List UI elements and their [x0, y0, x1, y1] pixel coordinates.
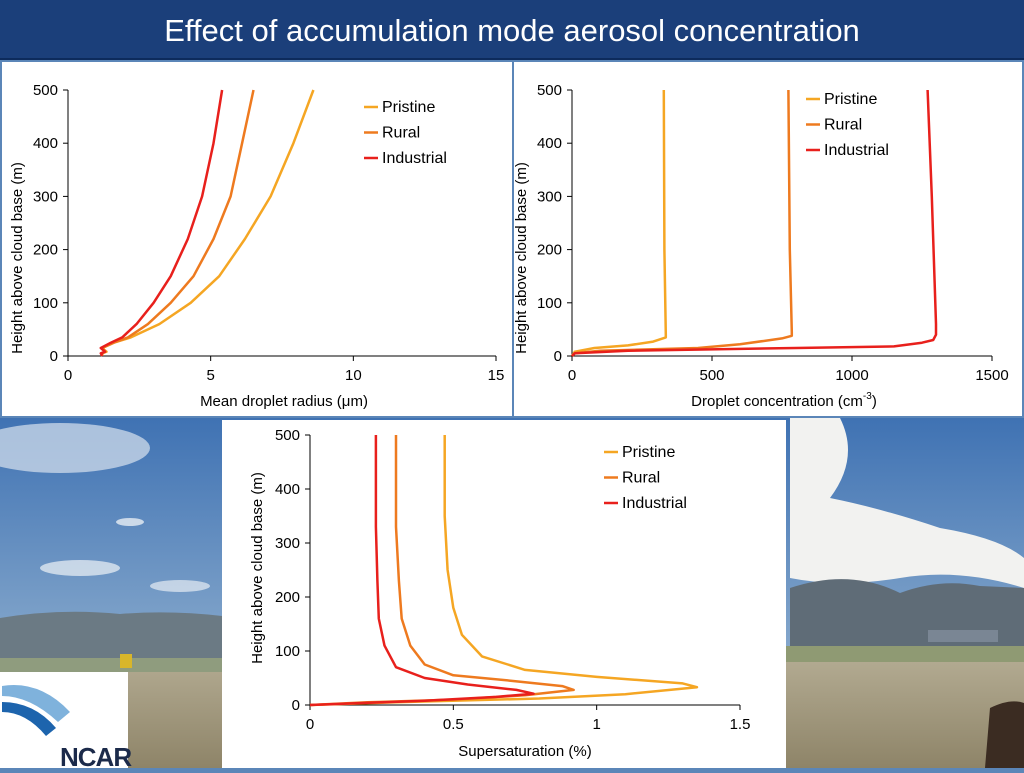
legend-label-pristine: Pristine: [622, 444, 675, 461]
series-line-rural: [309, 435, 575, 707]
x-tick-label: 15: [488, 367, 505, 384]
y-tick-label: 500: [275, 427, 300, 444]
y-axis-label: Height above cloud base (m): [514, 162, 530, 354]
logo-text: NCAR: [60, 742, 132, 772]
x-axis-label: Droplet concentration (cm-3): [691, 391, 877, 410]
x-axis-label: Mean droplet radius (μm): [200, 393, 368, 410]
legend-label-industrial: Industrial: [622, 495, 687, 512]
plot-area: [570, 89, 938, 357]
series-line-rural: [571, 89, 794, 357]
y-tick-label: 0: [50, 348, 58, 365]
x-tick-label: 1000: [835, 367, 868, 384]
y-tick-label: 500: [537, 82, 562, 99]
axes: 0 0.5 1 1.5 0 100 200 300 400 500: [275, 427, 750, 733]
y-tick-label: 500: [33, 82, 58, 99]
chart-droplet-radius: 0 5 10 15 0 100 200 300 400 500 Mean droplet radi…: [2, 62, 512, 416]
slide-title: Effect of accumulation mode aerosol conc…: [164, 13, 860, 48]
x-axis-label-sup: -3: [863, 391, 872, 402]
x-tick-label: 1500: [975, 367, 1008, 384]
x-tick-label: 0: [64, 367, 72, 384]
series-line-rural: [100, 89, 255, 356]
legend: Pristine Rural Industrial: [806, 91, 889, 159]
series-line-industrial: [309, 435, 535, 707]
axes: 0 5 10 15 0 100 200 300 400 500: [33, 82, 504, 384]
axes: 0 500 1000 1500 0 100 200 300 400 500: [537, 82, 1009, 384]
y-tick-label: 400: [33, 135, 58, 152]
legend-label-rural: Rural: [824, 117, 862, 134]
y-tick-label: 400: [275, 481, 300, 498]
y-axis-label: Height above cloud base (m): [249, 472, 266, 664]
x-tick-label: 1.5: [730, 716, 751, 733]
ncar-logo: [0, 672, 128, 768]
series-line-pristine: [309, 435, 699, 707]
chart-supersaturation: 0 0.5 1 1.5 0 100 200 300 400 500 Supersaturation…: [222, 420, 786, 768]
y-tick-label: 400: [537, 135, 562, 152]
x-tick-label: 500: [699, 367, 724, 384]
legend-label-pristine: Pristine: [824, 91, 877, 108]
y-tick-label: 200: [537, 242, 562, 259]
y-tick-label: 300: [275, 535, 300, 552]
x-axis-label-end: ): [872, 393, 877, 410]
legend-label-industrial: Industrial: [824, 142, 889, 159]
ncar-swoosh-icon: [2, 685, 70, 736]
x-tick-label: 0: [568, 367, 576, 384]
legend-label-pristine: Pristine: [382, 99, 435, 116]
y-tick-label: 100: [537, 295, 562, 312]
legend-label-industrial: Industrial: [382, 150, 447, 167]
y-tick-label: 300: [537, 188, 562, 205]
x-tick-label: 1: [592, 716, 600, 733]
title-bar: Effect of accumulation mode aerosol conc…: [0, 0, 1024, 60]
y-tick-label: 0: [292, 697, 300, 714]
legend: Pristine Rural Industrial: [364, 99, 447, 167]
y-tick-label: 100: [275, 643, 300, 660]
plot-area: [309, 435, 699, 707]
y-axis-label: Height above cloud base (m): [9, 162, 26, 354]
x-tick-label: 5: [206, 367, 214, 384]
x-tick-label: 10: [345, 367, 362, 384]
legend-label-rural: Rural: [382, 125, 420, 142]
x-tick-label: 0: [306, 716, 314, 733]
series-line-pristine: [570, 89, 668, 357]
y-tick-label: 200: [275, 589, 300, 606]
y-tick-label: 200: [33, 242, 58, 259]
y-tick-label: 300: [33, 188, 58, 205]
series-line-industrial: [99, 89, 224, 357]
y-tick-label: 100: [33, 295, 58, 312]
series-line-industrial: [571, 89, 938, 357]
x-axis-label-main: Droplet concentration (cm: [691, 393, 863, 410]
x-axis-label: Supersaturation (%): [458, 743, 591, 760]
series-line-pristine: [100, 89, 315, 356]
y-tick-label: 0: [554, 348, 562, 365]
legend: Pristine Rural Industrial: [604, 444, 687, 512]
chart-droplet-concentration: 0 500 1000 1500 0 100 200 300 400 500 Droplet con…: [514, 62, 1022, 416]
legend-label-rural: Rural: [622, 470, 660, 487]
x-tick-label: 0.5: [443, 716, 464, 733]
plot-area: [99, 89, 315, 357]
